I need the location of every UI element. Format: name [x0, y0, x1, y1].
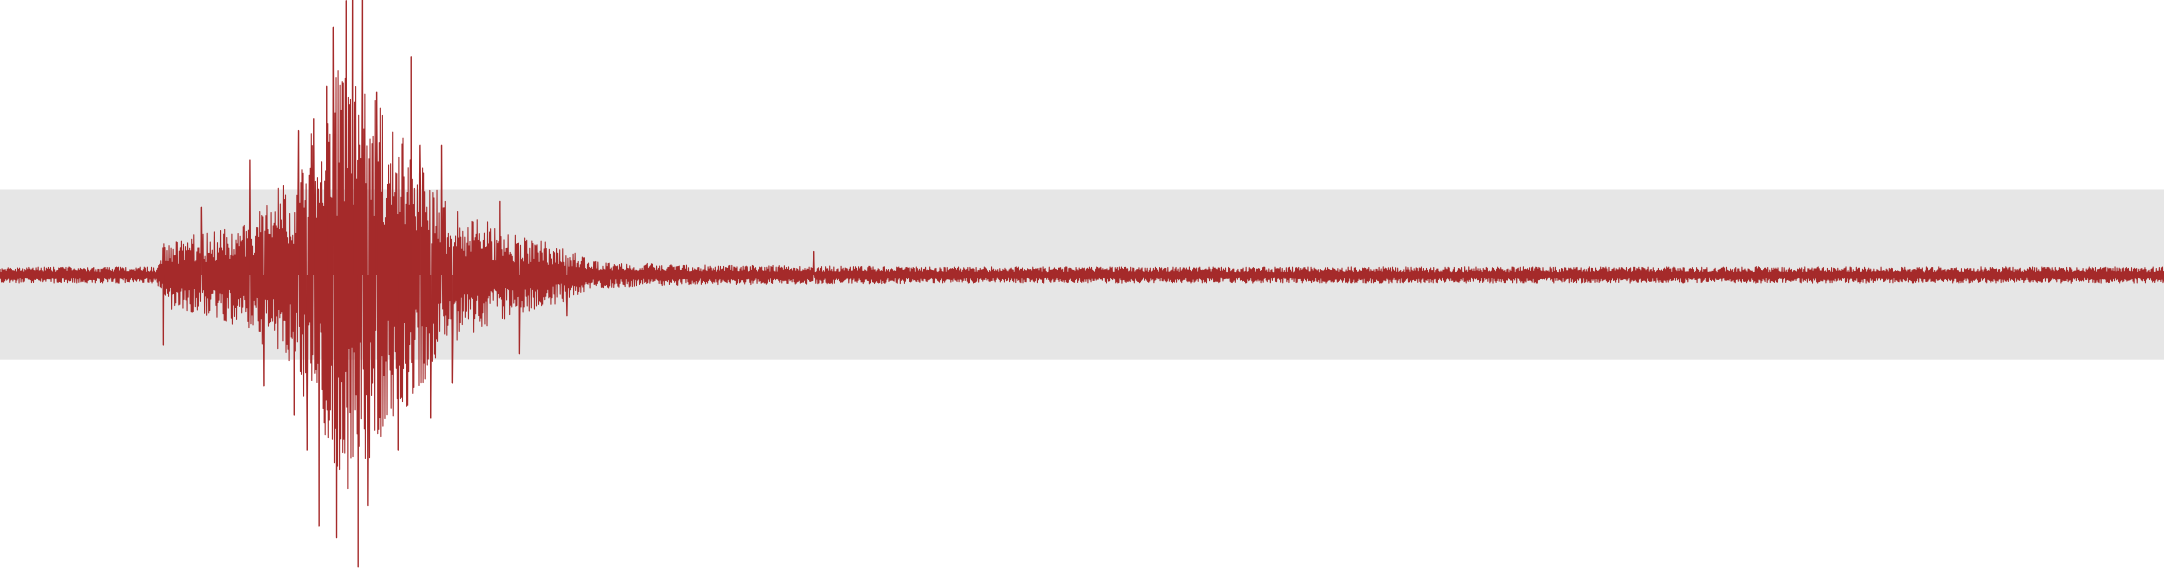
chart-svg [0, 0, 2164, 568]
series-layer [0, 0, 2164, 568]
seismogram-trace-0 [0, 0, 2164, 568]
seismogram-chart [0, 0, 2164, 568]
